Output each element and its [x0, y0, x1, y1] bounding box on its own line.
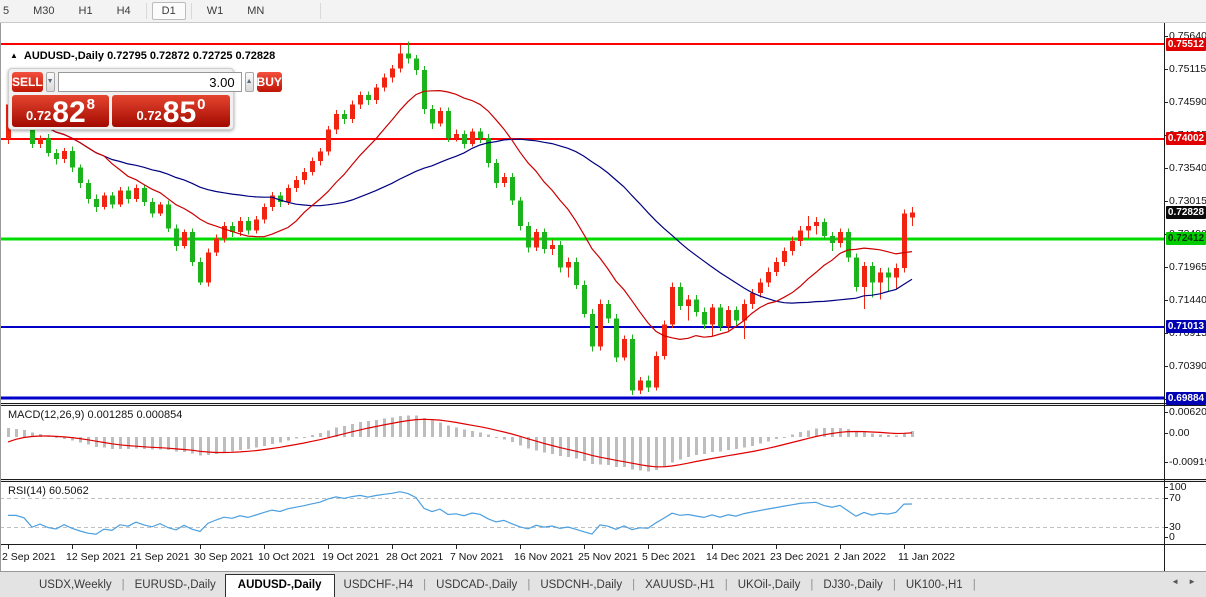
buy-price-main: 85 [162, 96, 197, 129]
symbol-tab-xauusd-h1[interactable]: XAUUSD-,H1 [645, 578, 715, 591]
sell-price-main: 82 [52, 96, 86, 129]
timeframe-button-w1[interactable]: W1 [206, 5, 224, 17]
tab-scroll-controls: ◄ ► [1171, 577, 1196, 586]
rsi-line [8, 491, 913, 535]
ma-fast-line [7, 89, 913, 341]
tab-separator: | [632, 578, 636, 591]
symbol-tab-uk100-h1[interactable]: UK100-,H1 [905, 578, 963, 591]
timeframe-button-h4[interactable]: H4 [116, 5, 131, 17]
symbol-tab-usdcad-daily[interactable]: USDCAD-,Daily [436, 578, 518, 591]
tabs-scroll-left-icon[interactable]: ◄ [1171, 577, 1180, 586]
chart-title: ▲ AUDUSD-,Daily 0.72795 0.72872 0.72725 0… [10, 50, 275, 62]
macd-signal-value: 0.000854 [136, 409, 183, 421]
buy-price-prefix: 0.72 [136, 108, 162, 123]
tabs-scroll-right-icon[interactable]: ► [1188, 577, 1196, 586]
symbol-tab-usdx-weekly[interactable]: USDX,Weekly [39, 578, 112, 591]
panel-splitter[interactable] [0, 403, 1206, 406]
rsi-name: RSI(14) [8, 485, 46, 497]
sell-price-pipette: 8 [86, 96, 96, 113]
macd-indicator-panel [0, 406, 1206, 479]
panel-splitter[interactable] [0, 479, 1206, 482]
toolbar-separator [320, 3, 322, 19]
tab-separator: | [423, 578, 427, 591]
buy-button[interactable]: BUY [256, 72, 282, 92]
price-chart-panel: ▲ AUDUSD-,Daily 0.72795 0.72872 0.72725 0… [0, 23, 1206, 403]
timeframe-toolbar: 5 M30 H1 H4 D1 W1 MN [0, 0, 1206, 23]
ma-slow-line [7, 103, 913, 304]
tab-separator: | [527, 578, 531, 591]
tab-separator: | [810, 578, 814, 591]
volume-decrease-button[interactable]: ▼ [45, 72, 55, 92]
volume-increase-button[interactable]: ▲ [244, 72, 254, 92]
date-axis[interactable] [0, 544, 1206, 571]
chart-symbol-label: AUDUSD-,Daily [23, 50, 104, 62]
candlestick-plot[interactable] [0, 23, 1164, 403]
collapse-panel-icon[interactable]: ▲ [10, 51, 18, 60]
tab-separator: | [121, 578, 125, 591]
timeframe-button-m30[interactable]: M30 [33, 5, 55, 17]
symbol-tab-eurusd-daily[interactable]: EURUSD-,Daily [134, 578, 216, 591]
rsi-value: 60.5062 [48, 485, 89, 497]
timeframe-button-h1[interactable]: H1 [78, 5, 93, 17]
toolbar-separator [145, 3, 147, 19]
timeframe-button-mn[interactable]: MN [247, 5, 265, 17]
symbol-tab-dj30-daily[interactable]: DJ30-,Daily [823, 578, 883, 591]
symbol-tab-audusd-daily[interactable]: AUDUSD-,Daily [224, 573, 335, 597]
symbol-tab-usdchf-h4[interactable]: USDCHF-,H4 [343, 578, 414, 591]
macd-main-value: 0.001285 [87, 409, 134, 421]
candles-group [6, 41, 915, 396]
sell-price-box[interactable]: 0.72 82 8 [12, 95, 109, 129]
tab-separator: | [724, 578, 728, 591]
macd-name: MACD(12,26,9) [8, 409, 85, 421]
symbol-tab-ukoil-daily[interactable]: UKOil-,Daily [737, 578, 801, 591]
buy-price-box[interactable]: 0.72 85 0 [112, 95, 230, 129]
rsi-label: RSI(14) 60.5062 [8, 485, 89, 497]
price-axis-border [1164, 23, 1165, 571]
macd-signal-line [7, 418, 913, 468]
rsi-plot[interactable] [0, 482, 1164, 544]
chart-left-frame [0, 23, 1, 571]
symbol-tab-usdcnh-daily[interactable]: USDCNH-,Daily [540, 578, 623, 591]
timeframe-button-5[interactable]: 5 [3, 5, 10, 17]
toolbar-separator [190, 3, 192, 19]
timeframe-button-d1[interactable]: D1 [151, 2, 186, 20]
symbol-tabbar: USDX,Weekly | EURUSD-,Daily AUDUSD-,Daily US… [0, 571, 1206, 597]
sell-button[interactable]: SELL [12, 72, 43, 92]
tab-separator: | [892, 578, 896, 591]
chart-ohlc-values: 0.72795 0.72872 0.72725 0.72828 [107, 50, 276, 62]
tab-separator: | [972, 578, 976, 591]
buy-price-pipette: 0 [197, 96, 206, 113]
volume-input[interactable] [57, 72, 242, 92]
macd-label: MACD(12,26,9) 0.001285 0.000854 [8, 409, 182, 421]
rsi-indicator-panel [0, 482, 1206, 544]
macd-plot[interactable] [0, 406, 1164, 479]
sell-price-prefix: 0.72 [25, 108, 52, 123]
